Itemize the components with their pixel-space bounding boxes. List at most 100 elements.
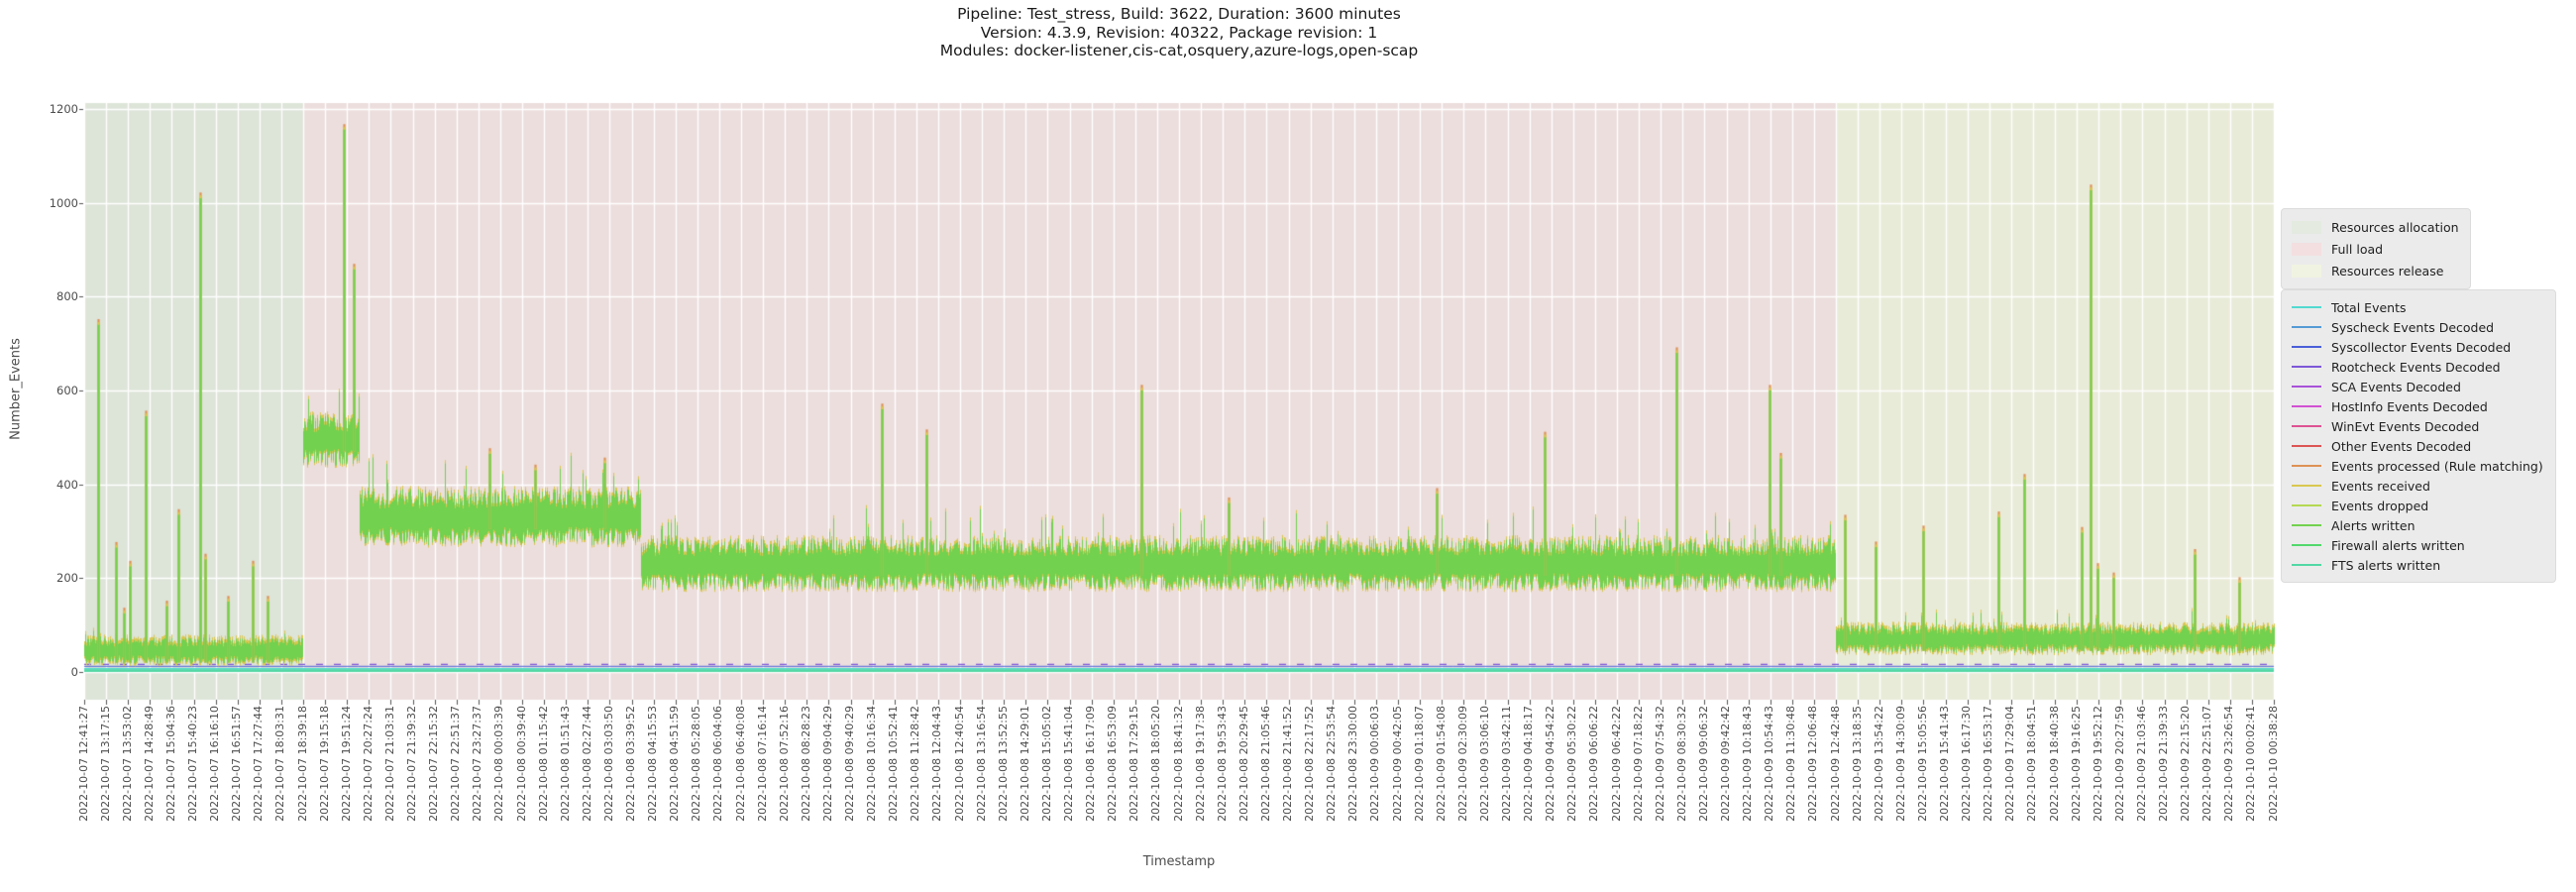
x-tick-label: 2022-10-09 10:54:43 (1763, 706, 1776, 822)
y-tick-label: 600 (56, 384, 78, 397)
x-tick-label: 2022-10-08 22:17:52 (1303, 706, 1317, 822)
x-tick-label: 2022-10-08 03:39:52 (624, 706, 637, 822)
x-tick-label: 2022-10-08 01:51:43 (558, 706, 572, 822)
x-tick-label: 2022-10-08 21:05:46 (1258, 706, 1272, 822)
series-line-swatch (2292, 544, 2321, 546)
series-label: Total Events (2331, 299, 2407, 315)
x-tick-label: 2022-10-08 11:28:42 (909, 706, 922, 822)
x-tick-label: 2022-10-08 03:03:50 (601, 706, 615, 822)
legend-phases: Resources allocation Full load Resources r… (2281, 208, 2471, 289)
series-line-swatch (2292, 306, 2321, 308)
legend-series-item: Events dropped (2292, 496, 2543, 515)
x-tick-label: 2022-10-09 07:54:32 (1653, 706, 1666, 822)
x-tick-label: 2022-10-08 17:29:15 (1127, 706, 1141, 822)
x-tick-label: 2022-10-07 13:17:15 (98, 706, 112, 822)
series-label: Rootcheck Events Decoded (2331, 359, 2501, 375)
legend-series-item: Syscheck Events Decoded (2292, 317, 2543, 337)
legend-series-item: Alerts written (2292, 515, 2543, 535)
legend-series-item: Syscollector Events Decoded (2292, 337, 2543, 357)
title-line-modules: Modules: docker-listener,cis-cat,osquery… (939, 42, 1419, 59)
x-tick-label: 2022-10-09 21:39:33 (2157, 706, 2170, 822)
x-tick-label: 2022-10-09 12:42:48 (1828, 706, 1842, 822)
x-tick-label: 2022-10-07 17:27:44 (252, 706, 266, 822)
x-tick-label: 2022-10-08 20:29:45 (1236, 706, 1250, 822)
phase-swatch (2292, 264, 2321, 278)
x-tick-label: 2022-10-07 14:28:49 (142, 706, 156, 822)
x-tick-label: 2022-10-07 15:04:36 (163, 706, 177, 822)
x-tick-label: 2022-10-09 21:03:46 (2134, 706, 2148, 822)
x-tick-label: 2022-10-09 10:18:43 (1741, 706, 1755, 822)
x-tick-label: 2022-10-07 13:53:02 (120, 706, 134, 822)
series-line-swatch (2292, 366, 2321, 368)
x-tick-label: 2022-10-09 07:18:22 (1631, 706, 1645, 822)
x-tick-label: 2022-10-07 19:15:18 (317, 706, 331, 822)
legend-series-item: Other Events Decoded (2292, 436, 2543, 456)
legend-series: Total Events Syscheck Events Decoded Sysco… (2281, 289, 2556, 583)
legend-series-item: FTS alerts written (2292, 555, 2543, 575)
x-tick-label: 2022-10-09 03:42:11 (1500, 706, 1513, 822)
x-tick-label: 2022-10-09 22:15:20 (2179, 706, 2193, 822)
x-tick-label: 2022-10-07 12:41:27 (76, 706, 90, 822)
phase-label: Resources release (2331, 263, 2444, 279)
legend-phase-item: Full load (2292, 238, 2458, 260)
x-tick-label: 2022-10-08 00:03:39 (492, 706, 506, 822)
series-line-swatch (2292, 564, 2321, 566)
x-tick-label: 2022-10-09 02:30:09 (1455, 706, 1469, 822)
x-tick-label: 2022-10-08 18:05:20 (1149, 706, 1163, 822)
legend-series-item: Total Events (2292, 297, 2543, 317)
x-tick-label: 2022-10-07 20:27:24 (361, 706, 375, 822)
x-tick-label: 2022-10-09 16:17:30 (1960, 706, 1974, 822)
legend-series-item: SCA Events Decoded (2292, 377, 2543, 396)
x-tick-label: 2022-10-09 04:54:22 (1544, 706, 1557, 822)
x-tick-label: 2022-10-08 19:53:43 (1215, 706, 1229, 822)
x-tick-label: 2022-10-09 20:27:59 (2112, 706, 2126, 822)
x-tick-label: 2022-10-09 19:52:12 (2091, 706, 2104, 822)
series-line-swatch (2292, 524, 2321, 526)
x-tick-label: 2022-10-08 09:40:29 (843, 706, 856, 822)
x-tick-label: 2022-10-08 23:30:00 (1346, 706, 1360, 822)
x-tick-label: 2022-10-07 16:16:10 (208, 706, 222, 822)
x-tick-label: 2022-10-09 03:06:10 (1477, 706, 1491, 822)
phase-label: Full load (2331, 241, 2384, 257)
series-label: Syscollector Events Decoded (2331, 339, 2512, 355)
x-tick-label: 2022-10-09 06:42:22 (1609, 706, 1623, 822)
x-tick-label: 2022-10-08 06:40:08 (733, 706, 747, 822)
x-tick-label: 2022-10-08 10:16:34 (865, 706, 879, 822)
x-tick-label: 2022-10-08 01:15:42 (536, 706, 550, 822)
x-tick-label: 2022-10-09 08:30:32 (1674, 706, 1688, 822)
title-line-pipeline: Pipeline: Test_stress, Build: 3622, Dura… (957, 5, 1401, 23)
x-tick-label: 2022-10-08 14:29:01 (1018, 706, 1031, 822)
legend-series-item: Rootcheck Events Decoded (2292, 357, 2543, 377)
x-tick-label: 2022-10-09 04:18:17 (1522, 706, 1536, 822)
x-tick-label: 2022-10-08 22:53:54 (1325, 706, 1339, 822)
series-line-swatch (2292, 326, 2321, 328)
x-tick-label: 2022-10-08 10:52:41 (887, 706, 901, 822)
y-tick-label: 0 (70, 665, 78, 679)
x-tick-label: 2022-10-09 15:41:43 (1938, 706, 1951, 822)
x-tick-label: 2022-10-08 13:16:54 (974, 706, 988, 822)
x-tick-label: 2022-10-07 19:51:24 (339, 706, 353, 822)
x-tick-label: 2022-10-08 04:51:59 (668, 706, 682, 822)
series-line-swatch (2292, 386, 2321, 388)
y-tick-label: 1200 (49, 102, 78, 116)
legend-series-item: Events received (2292, 476, 2543, 496)
x-tick-label: 2022-10-09 15:05:56 (1915, 706, 1929, 822)
phase-swatch (2292, 242, 2321, 256)
chart-title: Pipeline: Test_stress, Build: 3622, Dura… (940, 5, 1419, 60)
x-tick-label: 2022-10-08 06:04:06 (711, 706, 725, 822)
legend-series-item: Firewall alerts written (2292, 535, 2543, 555)
x-tick-label: 2022-10-08 07:52:16 (777, 706, 791, 822)
x-tick-label: 2022-10-09 01:18:07 (1412, 706, 1426, 822)
series-line-swatch (2292, 445, 2321, 447)
legend-series-item: Events processed (Rule matching) (2292, 456, 2543, 476)
x-tick-label: 2022-10-08 15:41:04 (1062, 706, 1075, 822)
x-tick-label: 2022-10-08 09:04:29 (820, 706, 834, 822)
x-tick-label: 2022-10-09 13:54:22 (1872, 706, 1885, 822)
x-tick-label: 2022-10-09 09:42:42 (1719, 706, 1732, 822)
series-line-swatch (2292, 405, 2321, 407)
x-tick-label: 2022-10-08 05:28:05 (690, 706, 703, 822)
x-tick-label: 2022-10-09 17:29:04 (2003, 706, 2017, 822)
x-tick-label: 2022-10-09 09:06:32 (1696, 706, 1710, 822)
